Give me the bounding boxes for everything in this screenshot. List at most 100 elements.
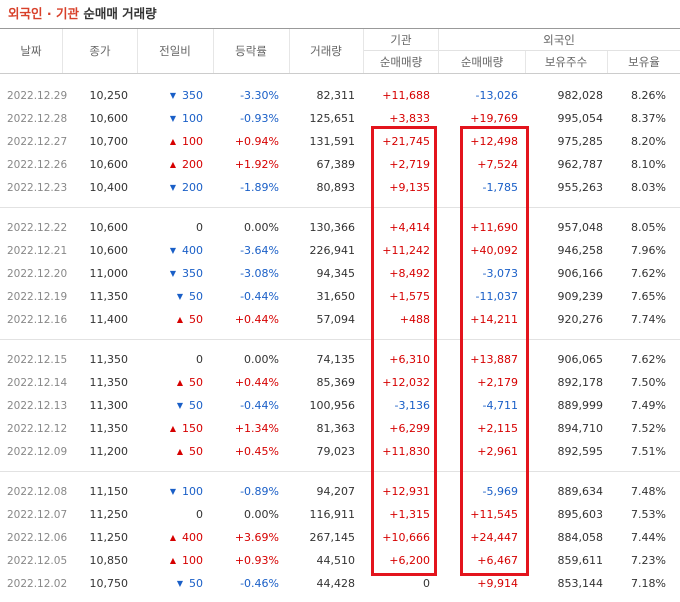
rate-cell: +1.92% [234,158,279,171]
ratio-cell: 7.62% [631,353,666,366]
change-arrow: ▼ [176,292,183,301]
close-cell: 11,350 [89,376,129,389]
volume-cell: 100,956 [309,399,356,412]
shares-cell: 859,611 [557,554,604,567]
inst-cell: +10,666 [382,531,430,544]
date-cell: 2022.12.23 [7,182,68,194]
highlight-box [460,126,529,576]
close-cell: 11,350 [89,353,129,366]
shares-cell: 895,603 [557,508,604,521]
rate-cell: +0.45% [234,445,279,458]
shares-cell: 889,634 [557,485,604,498]
rate-cell: -0.93% [240,112,279,125]
header-cell: 보유주수 [544,55,588,69]
header-divider [289,29,290,73]
change-cell: ▲ 200 [170,158,203,172]
close-cell: 11,350 [89,422,129,435]
shares-cell: 957,048 [557,221,604,234]
change-value: 50 [189,313,203,326]
foreign-cell: +40,092 [470,244,518,257]
highlight-box [371,126,437,576]
shares-cell: 995,054 [557,112,604,125]
inst-cell: +6,310 [389,353,430,366]
rate-cell: +0.93% [234,554,279,567]
date-cell: 2022.12.16 [7,314,68,326]
volume-cell: 31,650 [316,290,356,303]
header-cell: 날짜 [20,44,42,58]
change-arrow: ▼ [169,487,176,496]
change-cell: 0 [196,508,203,522]
change-arrow: ▼ [169,114,176,123]
change-arrow: ▲ [169,556,176,565]
volume-cell: 130,366 [309,221,356,234]
header-cell: 보유율 [628,55,660,69]
ratio-cell: 8.10% [631,158,666,171]
change-arrow: ▲ [176,315,183,324]
title-highlight: 외국인 · 기관 [8,6,79,21]
change-value: 100 [182,485,203,498]
inst-cell: +488 [399,313,430,326]
change-arrow: ▲ [169,160,176,169]
close-cell: 11,250 [89,508,129,521]
change-value: 0 [196,508,203,521]
shares-cell: 909,239 [557,290,604,303]
header-bottom-line [0,73,680,74]
change-cell: ▼ 50 [177,577,203,591]
volume-cell: 267,145 [309,531,356,544]
date-cell: 2022.12.02 [7,578,68,590]
rate-cell: +0.94% [234,135,279,148]
change-value: 50 [189,399,203,412]
rate-cell: -0.44% [240,290,279,303]
shares-cell: 853,144 [557,577,604,590]
header-cell: 전일비 [159,44,191,58]
change-value: 50 [189,577,203,590]
volume-cell: 74,135 [316,353,356,366]
date-cell: 2022.12.27 [7,136,68,148]
change-value: 350 [182,89,203,102]
change-arrow: ▲ [176,378,183,387]
header-cell: 거래량 [310,44,342,58]
title: 외국인 · 기관 순매매 거래량 [8,7,157,21]
close-cell: 11,300 [89,399,129,412]
close-cell: 11,000 [89,267,129,280]
shares-cell: 892,178 [557,376,604,389]
volume-cell: 82,311 [316,89,356,102]
change-value: 50 [189,445,203,458]
rate-cell: 0.00% [244,221,279,234]
change-value: 100 [182,112,203,125]
change-cell: ▼ 400 [170,244,203,258]
ratio-cell: 7.53% [631,508,666,521]
foreign-cell: -1,785 [482,181,518,194]
close-cell: 10,400 [89,181,129,194]
inst-cell: +21,745 [382,135,430,148]
inst-cell: +4,414 [389,221,430,234]
foreign-cell: +2,961 [477,445,518,458]
change-value: 350 [182,267,203,280]
header-cell: 종가 [89,44,111,58]
close-cell: 10,600 [89,244,129,257]
change-cell: ▲ 400 [170,531,203,545]
foreign-cell: +11,690 [470,221,518,234]
date-cell: 2022.12.20 [7,268,68,280]
foreign-cell: +6,467 [477,554,518,567]
shares-cell: 892,595 [557,445,604,458]
close-cell: 10,700 [89,135,129,148]
ratio-cell: 8.37% [631,112,666,125]
rate-cell: -0.44% [240,399,279,412]
inst-cell: +1,315 [389,508,430,521]
volume-cell: 131,591 [309,135,356,148]
change-cell: ▲ 100 [170,554,203,568]
header-cell: 기관 [390,33,412,47]
date-cell: 2022.12.07 [7,509,68,521]
change-value: 0 [196,353,203,366]
rate-cell: +0.44% [234,313,279,326]
header-divider [363,29,364,73]
ratio-cell: 7.52% [631,422,666,435]
date-cell: 2022.12.09 [7,446,68,458]
date-cell: 2022.12.14 [7,377,68,389]
ratio-cell: 8.03% [631,181,666,194]
date-cell: 2022.12.21 [7,245,68,257]
volume-cell: 125,651 [309,112,356,125]
change-cell: ▼ 200 [170,181,203,195]
